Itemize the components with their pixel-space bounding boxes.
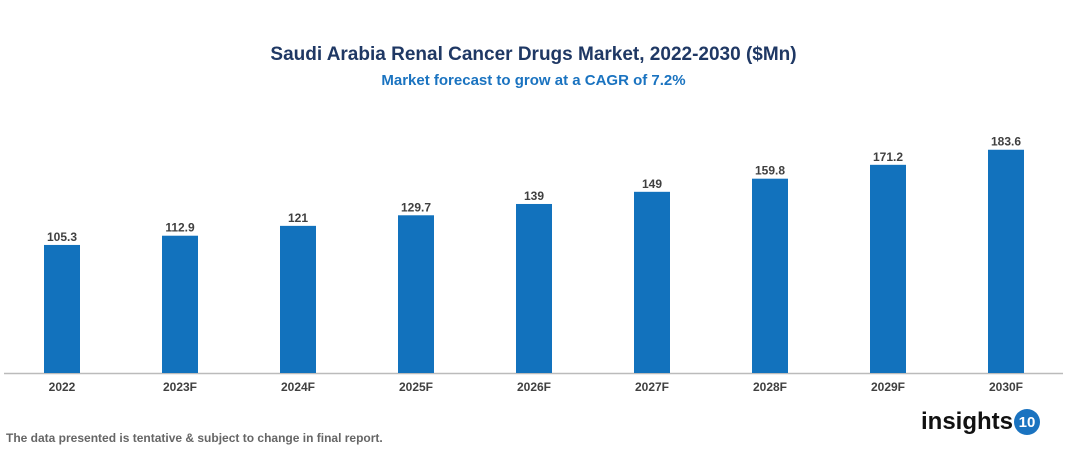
x-tick-label: 2030F [989,380,1023,394]
x-tick-label: 2027F [635,380,669,394]
x-tick-label: 2028F [753,380,787,394]
bar-2026F [516,203,552,373]
data-label: 139 [524,189,544,203]
data-label: 171.2 [873,150,903,164]
x-tick-label: 2024F [281,380,315,394]
logo-text: insights [921,408,1014,435]
data-label: 183.6 [991,135,1021,149]
bar-2028F [752,178,788,373]
bar-2027F [634,191,670,373]
x-tick-label: 2029F [871,380,905,394]
x-tick-label: 2023F [163,380,197,394]
data-label: 112.9 [165,221,195,235]
chart-subtitle: Market forecast to grow at a CAGR of 7.2… [381,72,686,89]
footnote: The data presented is tentative & subjec… [6,431,383,445]
data-label: 159.8 [755,164,785,178]
bar-2022 [44,244,80,373]
insights10-logo: insights 10 [921,408,1041,436]
data-label: 149 [642,177,662,191]
bar-2030F [988,149,1024,373]
bar-2025F [398,215,434,373]
data-label: 121 [288,211,308,225]
chart-title: Saudi Arabia Renal Cancer Drugs Market, … [270,44,797,65]
logo-badge: 10 [1014,409,1041,435]
x-tick-label: 2026F [517,380,551,394]
data-label: 129.7 [401,200,431,214]
bar-2029F [870,164,906,373]
x-tick-label: 2022 [49,380,76,394]
x-tick-label: 2025F [399,380,433,394]
bar-2024F [280,225,316,373]
bar-2023F [162,235,198,373]
data-label: 105.3 [47,230,77,244]
